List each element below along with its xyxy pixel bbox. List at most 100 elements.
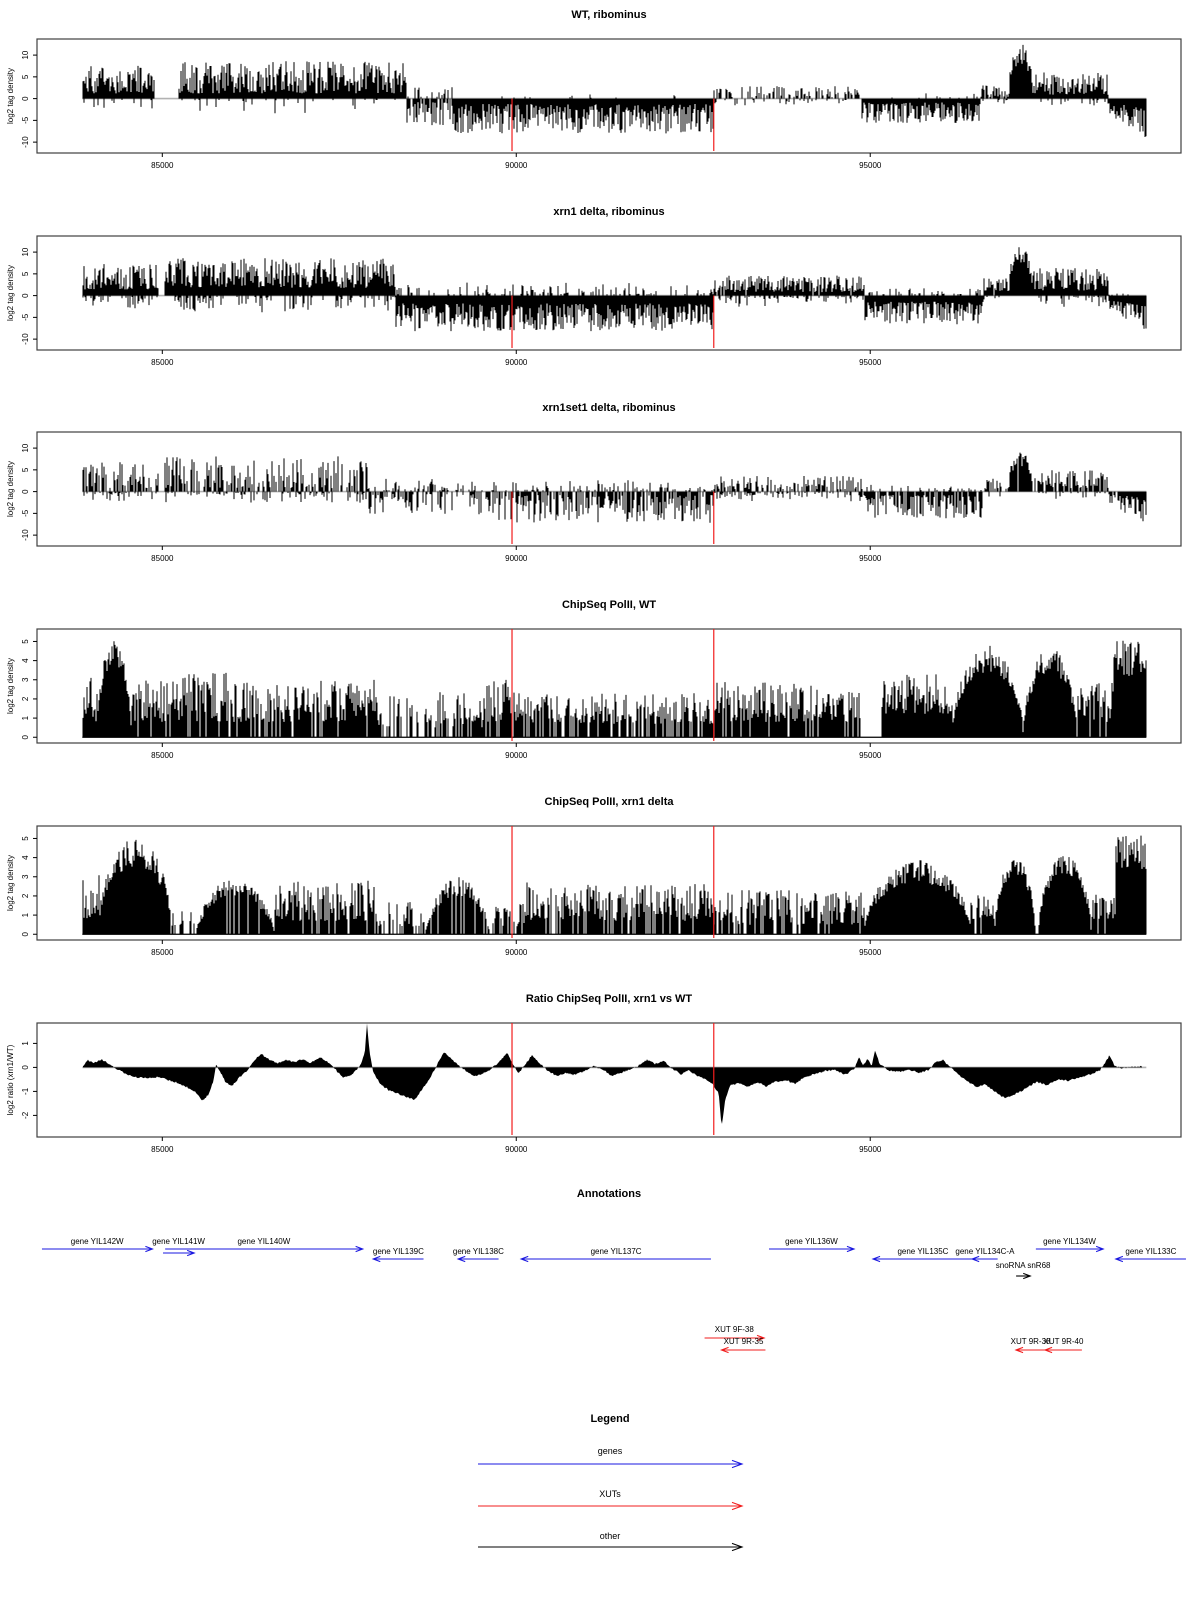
x-tick-label: 95000	[859, 751, 882, 760]
y-axis-label: log2 tag density	[6, 68, 15, 124]
xut-9r-38-arrow	[1014, 1346, 1046, 1354]
gene-yil136w-label: gene YIL136W	[785, 1237, 838, 1246]
plot-frame	[36, 628, 1182, 744]
gene-yil134c-a-arrow	[970, 1255, 998, 1263]
y-tick-label: 10	[21, 50, 30, 59]
gene-yil134w-arrow	[1035, 1245, 1105, 1253]
x-tick-label: 90000	[505, 161, 528, 170]
x-tick-label: 95000	[859, 161, 882, 170]
plot-frame	[36, 38, 1182, 154]
x-tick-label: 90000	[505, 358, 528, 367]
y-tick-label: -10	[21, 529, 30, 541]
x-tick-label: 90000	[505, 554, 528, 563]
snorna-snr68-arrow	[1016, 1272, 1032, 1280]
y-tick-label: 0	[21, 489, 30, 494]
x-tick-label: 85000	[151, 358, 174, 367]
x-tick-label: 95000	[859, 358, 882, 367]
y-tick-label: -2	[21, 1111, 30, 1119]
y-tick-label: 5	[21, 271, 30, 276]
gene-yil142w-label: gene YIL142W	[71, 1237, 124, 1246]
gene-yil133c-label: gene YIL133C	[1125, 1247, 1176, 1256]
gene-yil136w-arrow	[768, 1245, 856, 1253]
gene-yil137c-arrow	[519, 1255, 711, 1263]
panel-title: ChipSeq PolII, xrn1 delta	[545, 796, 675, 808]
gene-yil141w-arrow	[163, 1249, 196, 1257]
panel-title: Ratio ChipSeq PolII, xrn1 vs WT	[526, 993, 693, 1005]
y-tick-label: 0	[21, 734, 30, 739]
snorna-snr68-label: snoRNA snR68	[996, 1261, 1051, 1270]
y-tick-label: 5	[21, 836, 30, 841]
y-tick-label: 4	[21, 855, 30, 860]
annotations-title: Annotations	[577, 1188, 641, 1200]
gene-yil138c-label: gene YIL138C	[453, 1247, 504, 1256]
y-tick-label: 3	[21, 874, 30, 879]
y-tick-label: 1	[21, 912, 30, 917]
legend-arrow-other	[478, 1542, 744, 1552]
y-tick-label: 0	[21, 96, 30, 101]
y-tick-label: 10	[21, 247, 30, 256]
y-tick-label: 5	[21, 74, 30, 79]
gene-yil139c-label: gene YIL139C	[373, 1247, 424, 1256]
y-tick-label: -10	[21, 333, 30, 345]
panel-ratio-chipseq-polii-xrn1-vs-wt: Ratio ChipSeq PolII, xrn1 vs WT log2 rati…	[6, 993, 1182, 1154]
y-tick-label: -5	[21, 116, 30, 124]
panel-title: xrn1set1 delta, ribominus	[542, 402, 675, 414]
x-tick-label: 85000	[151, 751, 174, 760]
xut-9r-38-label: XUT 9R-38	[1011, 1337, 1051, 1346]
y-tick-label: -5	[21, 509, 30, 517]
gene-yil140w-arrow	[165, 1245, 365, 1253]
panel-title: ChipSeq PolII, WT	[562, 599, 656, 611]
gene-yil142w-arrow	[41, 1245, 154, 1253]
y-tick-label: 4	[21, 658, 30, 663]
y-tick-label: 0	[21, 931, 30, 936]
y-tick-label: 5	[21, 639, 30, 644]
x-tick-label: 90000	[505, 751, 528, 760]
y-tick-label: 3	[21, 677, 30, 682]
gene-yil137c-label: gene YIL137C	[591, 1247, 642, 1256]
annotations-track: Annotations gene YIL142W gene YIL141W gene …	[41, 1188, 1186, 1354]
gene-yil134c-a-label: gene YIL134C-A	[955, 1247, 1015, 1256]
xut-9f-38-arrow	[704, 1334, 766, 1342]
y-axis-label: log2 tag density	[6, 855, 15, 911]
legend-arrow-genes	[478, 1459, 744, 1469]
xut-9r-35-arrow	[719, 1346, 766, 1354]
y-axis-label: log2 tag density	[6, 265, 15, 321]
gene-yil135c-label: gene YIL135C	[897, 1247, 948, 1256]
y-axis-label: log2 tag density	[6, 461, 15, 517]
plot-frame	[36, 1022, 1182, 1138]
ratio-area	[83, 1023, 1142, 1124]
signal-bars	[82, 247, 1147, 332]
y-axis-label: log2 tag density	[6, 658, 15, 714]
y-tick-label: 5	[21, 467, 30, 472]
legend-label-other: other	[600, 1531, 621, 1541]
y-tick-label: -1	[21, 1087, 30, 1095]
gene-yil134w-label: gene YIL134W	[1043, 1237, 1096, 1246]
plot-frame	[36, 825, 1182, 941]
x-tick-label: 95000	[859, 948, 882, 957]
signal-bars	[82, 452, 1147, 523]
y-axis-label: log2 ratio (xrn1/WT)	[6, 1044, 15, 1115]
x-tick-label: 85000	[151, 161, 174, 170]
y-tick-label: 0	[21, 293, 30, 298]
x-tick-label: 85000	[151, 1145, 174, 1154]
xut-9r-35-label: XUT 9R-35	[724, 1337, 764, 1346]
x-tick-label: 85000	[151, 554, 174, 563]
legend-label-xuts: XUTs	[599, 1489, 621, 1499]
xut-9r-40-arrow	[1043, 1346, 1082, 1354]
x-tick-label: 90000	[505, 1145, 528, 1154]
legend-arrow-xuts	[478, 1501, 744, 1511]
xut-9r-40-label: XUT 9R-40	[1044, 1337, 1084, 1346]
panel-xrn1set1-delta-ribominus: xrn1set1 delta, ribominus log2 tag densit…	[6, 402, 1182, 563]
x-tick-label: 95000	[859, 554, 882, 563]
panel-title: WT, ribominus	[571, 9, 646, 21]
legend: Legend genes XUTs other	[478, 1413, 744, 1552]
panel-title: xrn1 delta, ribominus	[553, 206, 664, 218]
plot-frame	[36, 431, 1182, 547]
y-tick-label: 2	[21, 696, 30, 701]
y-tick-label: 10	[21, 443, 30, 452]
x-tick-label: 95000	[859, 1145, 882, 1154]
xut-9f-38-label: XUT 9F-38	[715, 1325, 755, 1334]
panel-wt-ribominus: WT, ribominus log2 tag density 85000 90000 9…	[6, 9, 1182, 170]
signal-bars	[82, 44, 1147, 137]
x-tick-label: 85000	[151, 948, 174, 957]
